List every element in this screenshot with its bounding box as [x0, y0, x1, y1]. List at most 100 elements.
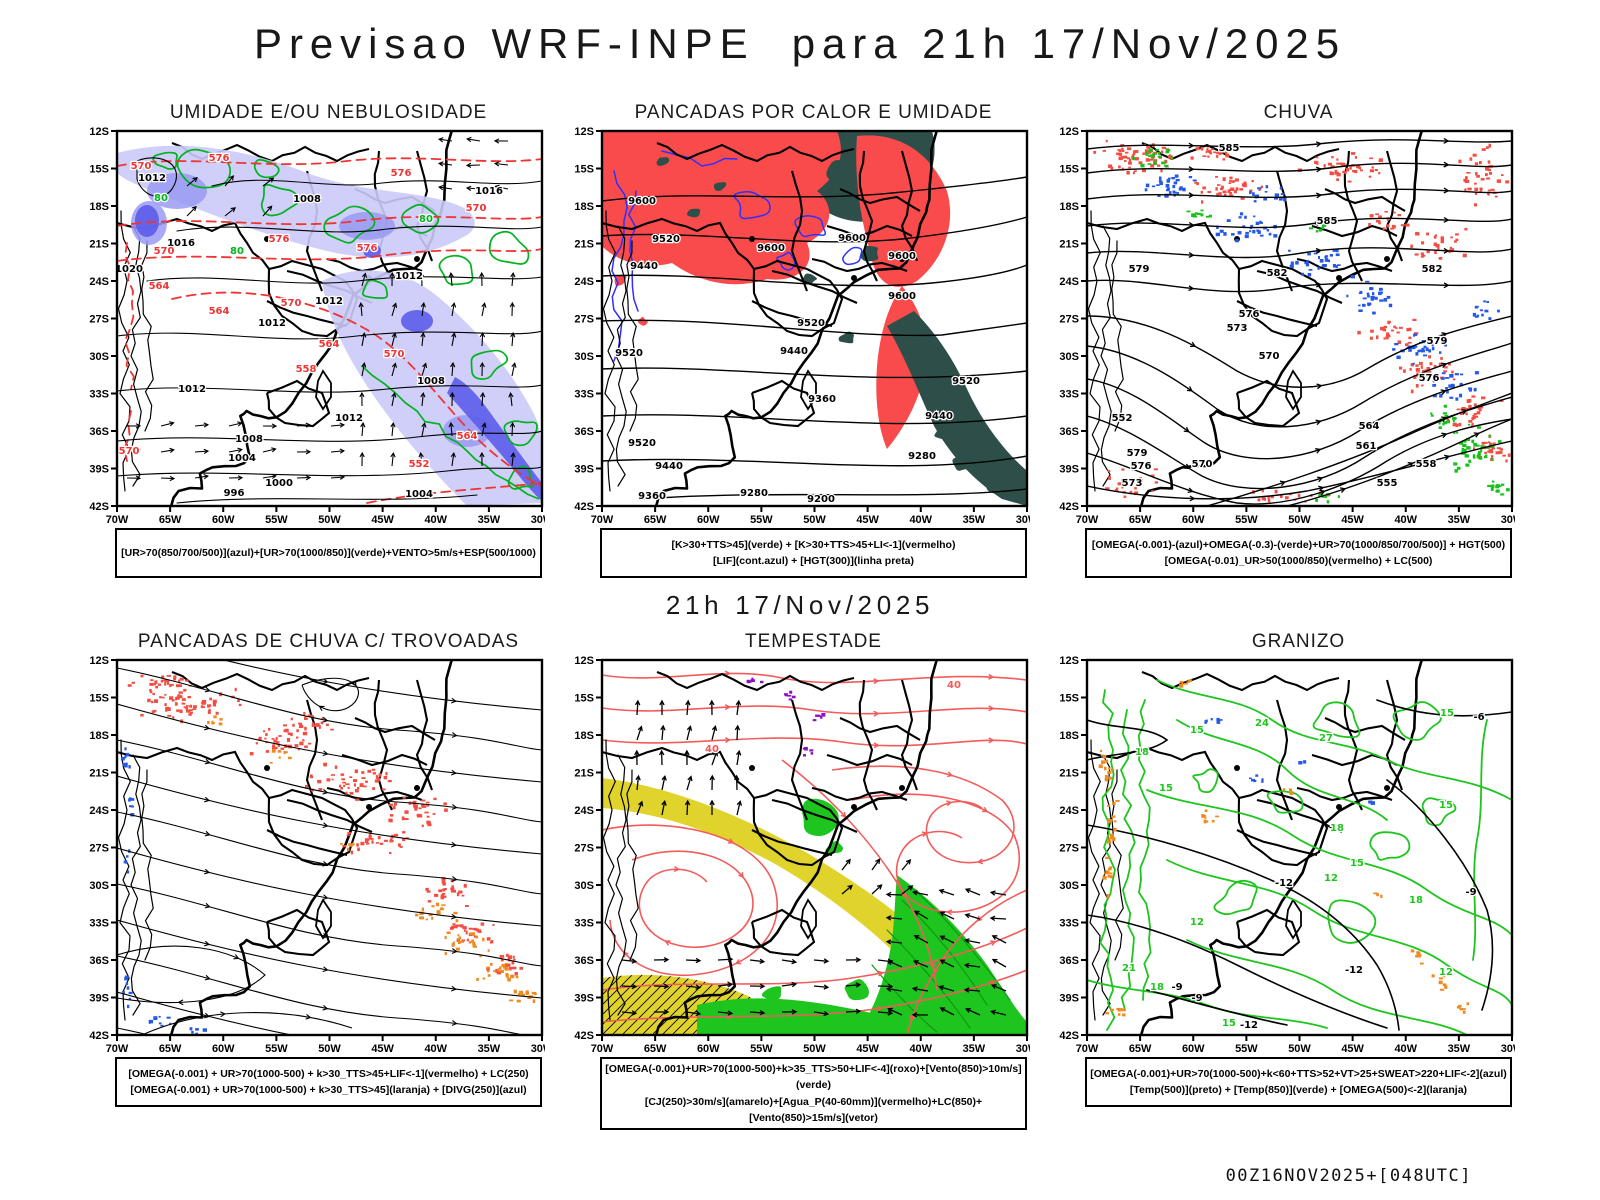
lat-tick-label: 27S [574, 314, 594, 326]
contour-label: 1012 [315, 296, 343, 307]
caption-pancadas-calor: [K>30+TTS>45](verde) + [K>30+TTS>45+LI<-… [600, 528, 1027, 578]
lat-tick-label: 42S [89, 1030, 109, 1042]
panel-title-tempestade: TEMPESTADE [745, 631, 882, 652]
contour-label: 9520 [797, 318, 825, 329]
lon-tick-label: 35W [1448, 514, 1471, 526]
lif-blue-contours [611, 150, 863, 362]
lon-tick-label: 55W [265, 514, 288, 526]
lat-tick-label: 33S [89, 389, 109, 401]
lon-tick-label: 45W [856, 1043, 879, 1055]
contour-label: 40 [705, 744, 719, 755]
lon-tick-label: 70W [1076, 1043, 1099, 1055]
contour-label: 579 [1427, 336, 1448, 347]
lagoon-outline [1285, 898, 1302, 940]
lat-tick-label: 42S [574, 501, 594, 513]
contour-label: 9440 [925, 411, 953, 422]
lat-tick-label: 12S [1059, 126, 1079, 138]
lat-tick-label: 27S [1059, 314, 1079, 326]
lon-tick-label: 40W [1394, 514, 1417, 526]
contour-label: 570 [131, 161, 152, 172]
border-line [286, 798, 373, 833]
lat-tick-label: 42S [89, 501, 109, 513]
lon-tick-label: 30W [531, 1043, 545, 1055]
contour-label: 564 [209, 306, 230, 317]
map-root: 40 40 12S 15S 18S 21S 24S 27S 30S 33S 36S 39S 42S70W… [574, 655, 1030, 1055]
contour-label: 1020 [115, 264, 143, 275]
border-line [373, 679, 393, 811]
lat-tick-label: 24S [574, 805, 594, 817]
lon-tick-label: 70W [591, 1043, 614, 1055]
andes-contours [602, 739, 639, 1021]
border-line [750, 379, 816, 428]
border-line [326, 257, 423, 273]
contour-label: 570 [1192, 459, 1213, 470]
contour-label: 576 [209, 153, 230, 164]
lat-tick-label: 24S [89, 276, 109, 288]
map-content: 40 40 [602, 660, 1027, 1035]
contour-label: 570 [154, 246, 175, 257]
lat-tick-label: 15S [574, 164, 594, 176]
contour-label: 9200 [807, 494, 835, 505]
lon-tick-label: 30W [531, 514, 545, 526]
contour-label: 561 [1356, 441, 1377, 452]
contour-label: 15 [1159, 783, 1173, 794]
lon-tick-label: 70W [106, 514, 129, 526]
border-line [900, 679, 918, 791]
lon-tick-label: 45W [371, 514, 394, 526]
contour-label: 558 [1416, 459, 1437, 470]
lat-tick-label: 21S [89, 239, 109, 251]
lon-tick-label: 65W [159, 1043, 182, 1055]
border-line [858, 150, 878, 282]
caption-line: [OMEGA(-0.001)-(azul)+OMEGA(-0.3)-(verde… [1091, 538, 1506, 551]
lon-tick-label: 45W [1341, 514, 1364, 526]
contour-label: 564 [319, 339, 340, 350]
map-chuva: 585 585 582 579 576 573 570 582 579 576 564 561 558 5… [1059, 126, 1515, 526]
contour-label: 576 [1419, 373, 1440, 384]
lon-tick-label: 45W [1341, 1043, 1364, 1055]
lon-tick-label: 55W [750, 514, 773, 526]
lat-tick-label: 27S [1059, 843, 1079, 855]
speckle-layer [1098, 679, 1469, 1017]
contour-label: 576 [1239, 309, 1260, 320]
contour-label: 1008 [293, 194, 321, 205]
contour-label: 555 [1377, 478, 1398, 489]
contour-label: 15 [1222, 1018, 1236, 1029]
coastline [1139, 660, 1423, 1035]
lon-tick-label: 65W [1129, 1043, 1152, 1055]
contour-label: 582 [1422, 264, 1443, 275]
map-tempestade: 40 40 12S 15S 18S 21S 24S 27S 30S 33S 36S 39S 42S70W… [574, 655, 1030, 1055]
caption-line: [OMEGA(-0.001)+UR>70(1000-500)+k<60+TTS>… [1090, 1067, 1507, 1080]
lon-tick-label: 40W [424, 514, 447, 526]
lat-tick-label: 39S [574, 993, 594, 1005]
map-root: 15 24 27 15 18 15 15 18 15 12 18 12 12 21 18 15 -6 -9 -12 -… [1059, 655, 1515, 1055]
contour-label: 9280 [740, 488, 768, 499]
lon-tick-label: 60W [212, 1043, 235, 1055]
lat-tick-label: 36S [89, 955, 109, 967]
lat-tick-label: 24S [1059, 276, 1079, 288]
map-umidade: 1012 1008 1016 1016 1020 1012 1012 1012 1012 1012… [89, 126, 545, 526]
contour-label: 12 [1190, 917, 1204, 928]
caption-line: [OMEGA(-0.001) + UR>70(1000-500) + k>30_… [130, 1084, 527, 1096]
border-line [751, 829, 833, 857]
panel-tempestade: TEMPESTADE 40 40 12S 15S 18S 21S 24S 27S 30S 33S 3… [570, 631, 1030, 1131]
contour-label: -9 [1465, 887, 1476, 898]
contour-label: 576 [1131, 461, 1152, 472]
contour-label: 40 [947, 680, 961, 691]
lat-tick-label: 24S [89, 805, 109, 817]
border-line [1275, 699, 1293, 821]
lon-tick-label: 50W [1288, 1043, 1311, 1055]
border-line [326, 786, 423, 802]
contour-label: 80 [154, 193, 168, 204]
lat-tick-label: 42S [1059, 1030, 1079, 1042]
contour-label: 570 [281, 298, 302, 309]
lat-tick-label: 18S [89, 730, 109, 742]
panel-granizo: GRANIZO 15 24 27 15 18 15 15 18 15 12 18 12 12 21 18 15… [1055, 631, 1515, 1130]
lat-tick-label: 15S [574, 693, 594, 705]
lon-tick-label: 60W [697, 1043, 720, 1055]
lon-tick-label: 70W [106, 1043, 129, 1055]
contour-label: 564 [1359, 421, 1380, 432]
